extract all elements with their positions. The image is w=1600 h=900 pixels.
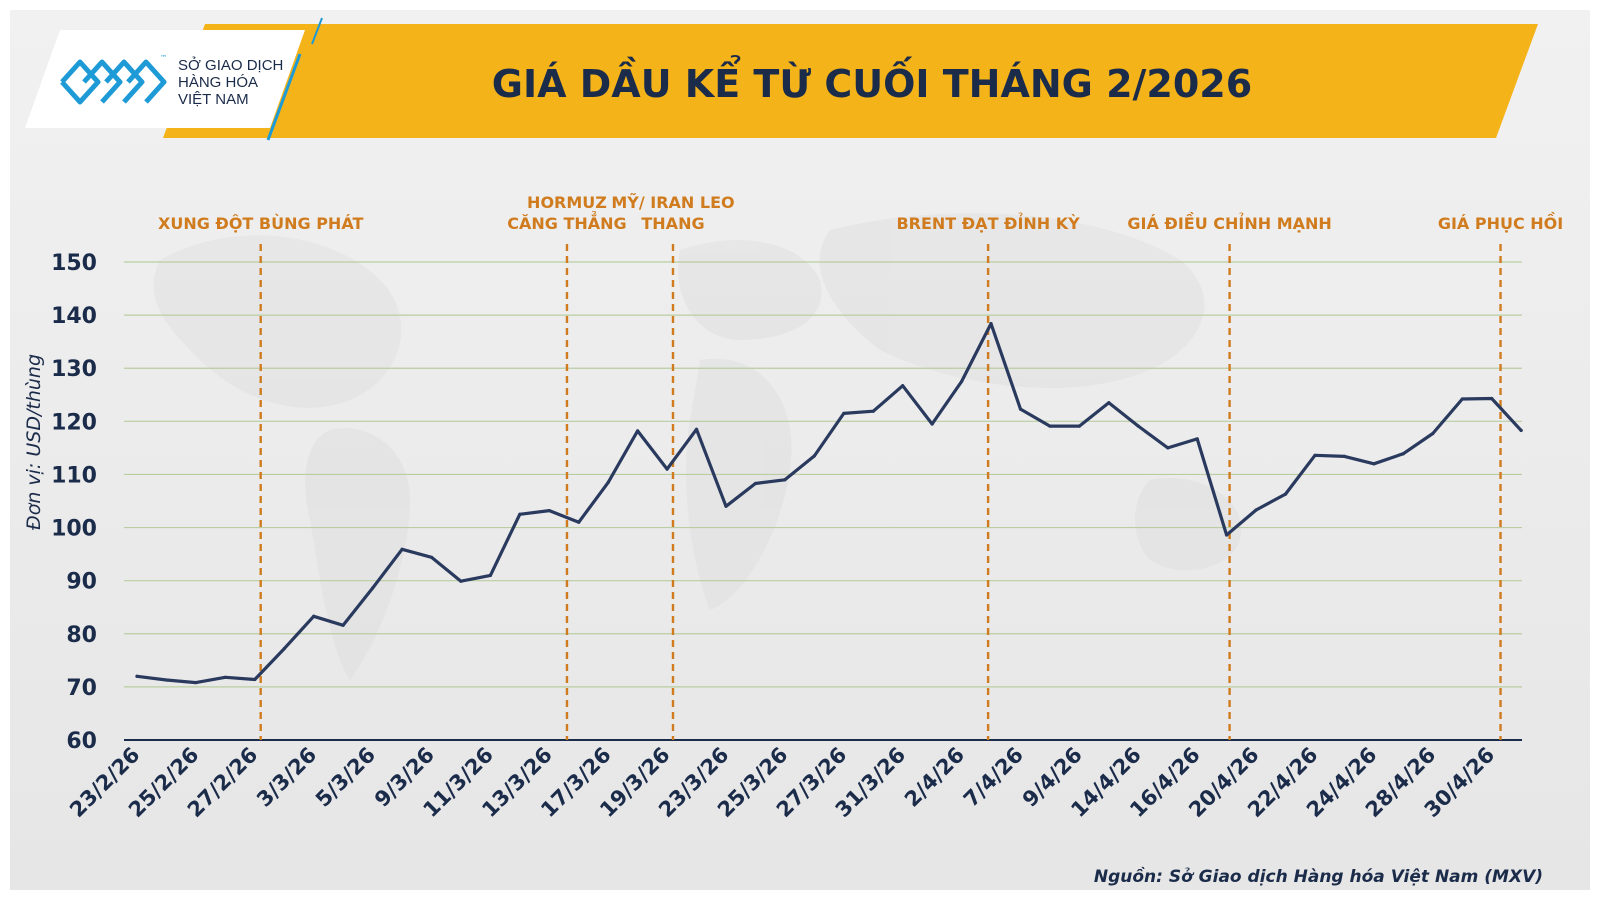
- data-point: [194, 681, 198, 685]
- data-point: [400, 547, 404, 551]
- y-tick-label: 120: [51, 410, 97, 435]
- y-tick-label: 150: [51, 251, 97, 276]
- data-point: [930, 422, 934, 426]
- data-point: [459, 579, 463, 583]
- source-note: Nguồn: Sở Giao dịch Hàng hóa Việt Nam (M…: [1094, 866, 1543, 887]
- y-tick-label: 60: [66, 729, 97, 754]
- data-point: [606, 480, 610, 485]
- data-point: [636, 429, 640, 433]
- data-point: [282, 647, 286, 651]
- data-point: [1313, 453, 1317, 457]
- data-point: [1490, 396, 1494, 401]
- data-point: [1107, 401, 1111, 405]
- data-point: [871, 409, 875, 413]
- event-label: BRENT ĐẠT ĐỈNH KỲ: [896, 212, 1080, 233]
- data-point: [1018, 407, 1023, 411]
- data-point: [1401, 452, 1405, 456]
- data-point: [753, 481, 758, 486]
- chart-title: GIÁ DẦU KỂ TỪ CUỐI THÁNG 2/2026: [492, 56, 1252, 106]
- logo-line-1: SỞ GIAO DỊCH: [178, 56, 283, 74]
- data-point: [223, 675, 227, 679]
- logo-card: [25, 30, 305, 128]
- price-line: [135, 322, 1523, 685]
- world-map-texture: [153, 213, 1242, 680]
- y-tick-label: 70: [66, 676, 97, 701]
- data-point: [1225, 533, 1229, 537]
- data-point: [488, 573, 492, 577]
- y-tick-label: 110: [51, 463, 97, 488]
- event-label: THANG: [641, 214, 704, 233]
- data-point: [1166, 446, 1170, 450]
- y-tick-labels: 60 70 80 90 100 110 120 130 140 150: [51, 251, 97, 754]
- data-point: [1372, 462, 1376, 466]
- data-point: [253, 677, 257, 682]
- y-tick-label: 140: [51, 304, 97, 329]
- data-point: [1077, 424, 1081, 428]
- data-point: [842, 411, 846, 415]
- logo-line-3: VIỆT NAM: [178, 91, 249, 108]
- event-label: HORMUZ: [527, 193, 607, 212]
- data-point: [1342, 454, 1347, 458]
- data-point: [1431, 431, 1435, 436]
- data-point: [312, 614, 316, 618]
- logo-accent-stripe: [266, 53, 302, 141]
- y-tick-label: 130: [51, 357, 97, 382]
- data-point: [429, 555, 434, 559]
- event-label: MỸ/ IRAN LEO: [611, 193, 734, 212]
- event-label: GIÁ ĐIỀU CHỈNH MẠNH: [1127, 212, 1331, 233]
- y-tick-label: 90: [66, 570, 97, 595]
- data-point: [1519, 428, 1523, 432]
- data-point: [812, 454, 816, 458]
- logo-line-2: HÀNG HÓA: [178, 74, 258, 91]
- mxv-logo-icon: [60, 59, 167, 105]
- logo-accent-stripe-small: [311, 17, 323, 45]
- title-banner: [163, 24, 1538, 138]
- data-point: [577, 520, 581, 524]
- data-point: [724, 504, 728, 508]
- data-point: [665, 467, 669, 471]
- data-point: [1195, 437, 1199, 441]
- data-point: [1136, 424, 1140, 428]
- data-point: [901, 384, 905, 388]
- event-label: XUNG ĐỘT BÙNG PHÁT: [158, 213, 363, 233]
- logo-trademark: ™: [160, 54, 167, 62]
- data-point: [164, 678, 169, 682]
- event-label: CĂNG THẲNG: [507, 211, 626, 233]
- data-point: [341, 623, 345, 627]
- data-point: [989, 322, 993, 326]
- data-point: [518, 512, 522, 516]
- data-point: [960, 379, 964, 384]
- data-point: [1048, 424, 1052, 428]
- gridlines: [124, 261, 1522, 741]
- data-point: [1283, 492, 1288, 496]
- event-label: GIÁ PHỤC HỒI: [1438, 211, 1563, 233]
- data-point: [371, 586, 375, 590]
- data-point: [135, 674, 139, 678]
- y-tick-label: 100: [51, 517, 97, 542]
- data-point: [783, 478, 787, 482]
- y-tick-label: 80: [66, 623, 97, 648]
- data-point: [694, 427, 699, 431]
- data-point: [1254, 508, 1258, 512]
- data-point: [547, 508, 551, 513]
- price-line-series: [135, 322, 1523, 685]
- data-point: [1460, 397, 1464, 401]
- chart-background: [10, 10, 1590, 890]
- y-axis-label: Đơn vị: USD/thùng: [23, 354, 45, 530]
